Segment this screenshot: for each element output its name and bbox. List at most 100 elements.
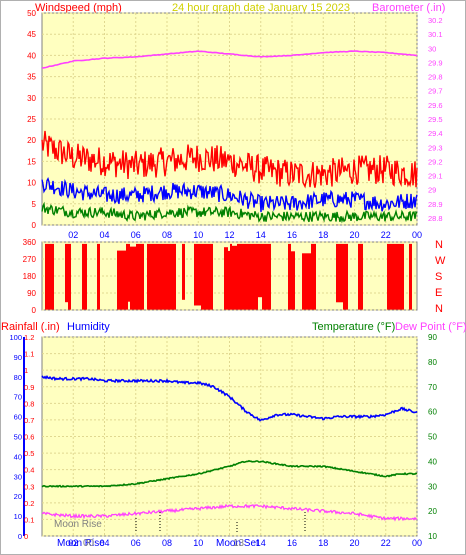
rainfall-tick-label: 0.7 bbox=[24, 416, 34, 425]
direction-bar bbox=[172, 243, 176, 310]
direction-bar bbox=[400, 243, 404, 310]
direction-bar bbox=[230, 243, 232, 310]
humidity-tick-label: 80 bbox=[14, 373, 22, 382]
direction-tick-labels: 0 90 180 270 360 bbox=[23, 238, 37, 315]
direction-bar bbox=[262, 243, 271, 310]
compass-labels: N W S E N bbox=[435, 239, 446, 315]
direction-panel-grid bbox=[42, 241, 417, 311]
compass-label: N bbox=[435, 303, 443, 315]
barometer-tick-label: 30.2 bbox=[428, 16, 443, 25]
x-tick-label: 20 bbox=[349, 538, 359, 548]
direction-bar bbox=[302, 253, 311, 310]
barometer-tick-label: 30.1 bbox=[428, 30, 443, 39]
direction-bar bbox=[82, 243, 87, 310]
direction-bar bbox=[387, 243, 397, 310]
windspeed-tick-label: 50 bbox=[27, 9, 36, 18]
direction-bar bbox=[288, 243, 291, 310]
rainfall-tick-label: 1.2 bbox=[24, 333, 34, 342]
x-tick-label: 12 bbox=[224, 230, 234, 240]
dewpoint-axis-title: Dew Point (°F) bbox=[395, 321, 466, 333]
x-tick-label: 04 bbox=[99, 538, 109, 548]
direction-bar bbox=[162, 243, 172, 310]
rainfall-tick-label: 0.2 bbox=[24, 499, 34, 508]
windspeed-tick-labels: 0 5 10 15 20 25 30 35 40 45 50 bbox=[27, 9, 36, 230]
direction-bar bbox=[237, 243, 245, 310]
direction-bar bbox=[130, 246, 136, 310]
barometer-tick-label: 29 bbox=[428, 186, 436, 195]
barometer-tick-label: 29.9 bbox=[428, 58, 443, 67]
direction-bar bbox=[147, 243, 155, 310]
x-tick-label: 14 bbox=[256, 230, 266, 240]
humidity-axis-title: Humidity bbox=[67, 321, 110, 333]
direction-bar bbox=[201, 243, 205, 310]
x-tick-label: 16 bbox=[287, 230, 297, 240]
rainfall-tick-label: 0.4 bbox=[24, 466, 34, 475]
direction-bar bbox=[291, 251, 295, 310]
barometer-tick-label: 29.6 bbox=[428, 101, 443, 110]
temperature-line bbox=[41, 459, 418, 488]
humidity-tick-labels: 0 10 20 30 40 50 60 70 80 90 100 bbox=[9, 333, 22, 541]
temperature-tick-label: 90 bbox=[428, 333, 437, 342]
rainfall-tick-label: 1.1 bbox=[24, 350, 34, 359]
direction-bar bbox=[228, 250, 230, 310]
windspeed-line bbox=[41, 201, 418, 224]
windspeed-tick-label: 5 bbox=[32, 200, 37, 209]
windspeed-tick-label: 20 bbox=[27, 136, 36, 145]
moon-markers: Moon Rise Moon Rise 00 Moon Set 13 bbox=[54, 512, 306, 549]
direction-bar bbox=[182, 243, 185, 300]
barometer-tick-label: 29.7 bbox=[428, 87, 443, 96]
direction-bar bbox=[155, 243, 162, 310]
rainfall-tick-label: 0.8 bbox=[24, 399, 34, 408]
x-tick-label: 08 bbox=[162, 230, 172, 240]
barometer-tick-label: 29.5 bbox=[428, 115, 443, 124]
temperature-tick-label: 40 bbox=[428, 457, 437, 466]
x-tick-label: 20 bbox=[349, 230, 359, 240]
x-tick-label: 06 bbox=[131, 538, 141, 548]
moon-rise-label: Moon Rise bbox=[54, 519, 102, 530]
direction-bars bbox=[45, 243, 412, 310]
x-tick-label: 16 bbox=[287, 538, 297, 548]
date-title: 24 hour graph date January 15 2023 bbox=[172, 2, 350, 14]
humidity-line bbox=[41, 374, 418, 422]
barometer-tick-label: 30 bbox=[428, 44, 436, 53]
humidity-tick-label: 60 bbox=[14, 413, 22, 422]
direction-bar bbox=[343, 243, 348, 310]
temperature-tick-labels: 10 20 30 40 50 60 70 80 90 bbox=[428, 333, 437, 541]
temperature-tick-label: 30 bbox=[428, 482, 437, 491]
direction-bar bbox=[126, 243, 128, 310]
wind-series bbox=[41, 50, 418, 224]
wind-x-tick-labels: 02 04 06 08 10 12 14 16 18 20 22 00 bbox=[68, 230, 422, 240]
moon-rise-time: 00 bbox=[83, 538, 95, 549]
direction-bar bbox=[128, 243, 130, 302]
direction-bar bbox=[311, 243, 316, 310]
dewpoint-line bbox=[41, 503, 418, 522]
x-tick-label: 02 bbox=[68, 538, 78, 548]
rainfall-axis-title: Rainfall (.in) bbox=[1, 321, 60, 333]
temperature-tick-label: 10 bbox=[428, 532, 437, 541]
humidity-tick-label: 20 bbox=[14, 492, 22, 501]
windspeed-tick-label: 15 bbox=[27, 157, 36, 166]
direction-tick-label: 180 bbox=[23, 272, 37, 281]
direction-bar bbox=[232, 245, 237, 310]
windspeed-tick-label: 25 bbox=[27, 115, 36, 124]
direction-bar bbox=[258, 243, 262, 298]
direction-bar bbox=[252, 243, 258, 310]
windspeed-axis-title: Windspeed (mph) bbox=[35, 2, 122, 14]
compass-label: E bbox=[435, 287, 442, 299]
x-tick-label: 18 bbox=[318, 538, 328, 548]
direction-bar bbox=[68, 243, 71, 310]
direction-bar bbox=[205, 243, 213, 310]
rainfall-tick-label: 0.9 bbox=[24, 383, 34, 392]
direction-tick-label: 90 bbox=[27, 289, 36, 298]
windspeed-tick-label: 10 bbox=[27, 179, 36, 188]
direction-bar bbox=[194, 243, 201, 306]
humidity-tick-label: 30 bbox=[14, 472, 22, 481]
x-tick-label: 10 bbox=[193, 230, 203, 240]
barometer-tick-label: 29.1 bbox=[428, 172, 443, 181]
x-tick-label: 06 bbox=[131, 230, 141, 240]
humidity-tick-label: 70 bbox=[14, 393, 22, 402]
humidity-tick-label: 100 bbox=[9, 333, 22, 342]
rainfall-tick-label: 0.6 bbox=[24, 433, 34, 442]
x-tick-label: 04 bbox=[99, 230, 109, 240]
moon-rise-bottom-label: Moon Rise bbox=[57, 538, 105, 549]
